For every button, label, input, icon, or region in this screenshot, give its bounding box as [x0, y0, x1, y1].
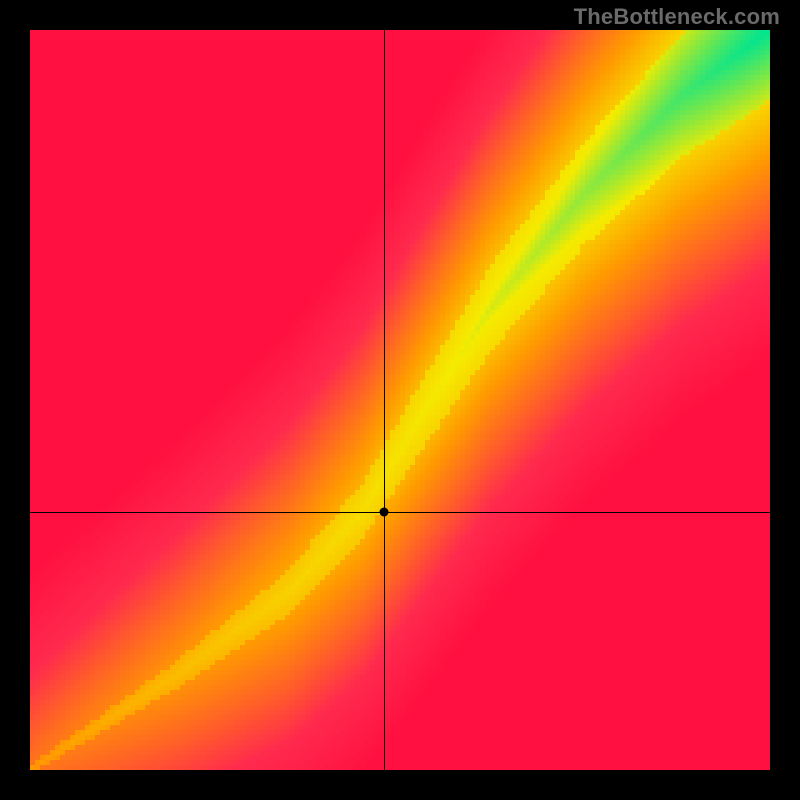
- chart-frame: { "watermark": { "text": "TheBottleneck.…: [0, 0, 800, 800]
- watermark-text: TheBottleneck.com: [574, 4, 780, 30]
- heatmap-plot: [30, 30, 770, 770]
- heatmap-canvas: [30, 30, 770, 770]
